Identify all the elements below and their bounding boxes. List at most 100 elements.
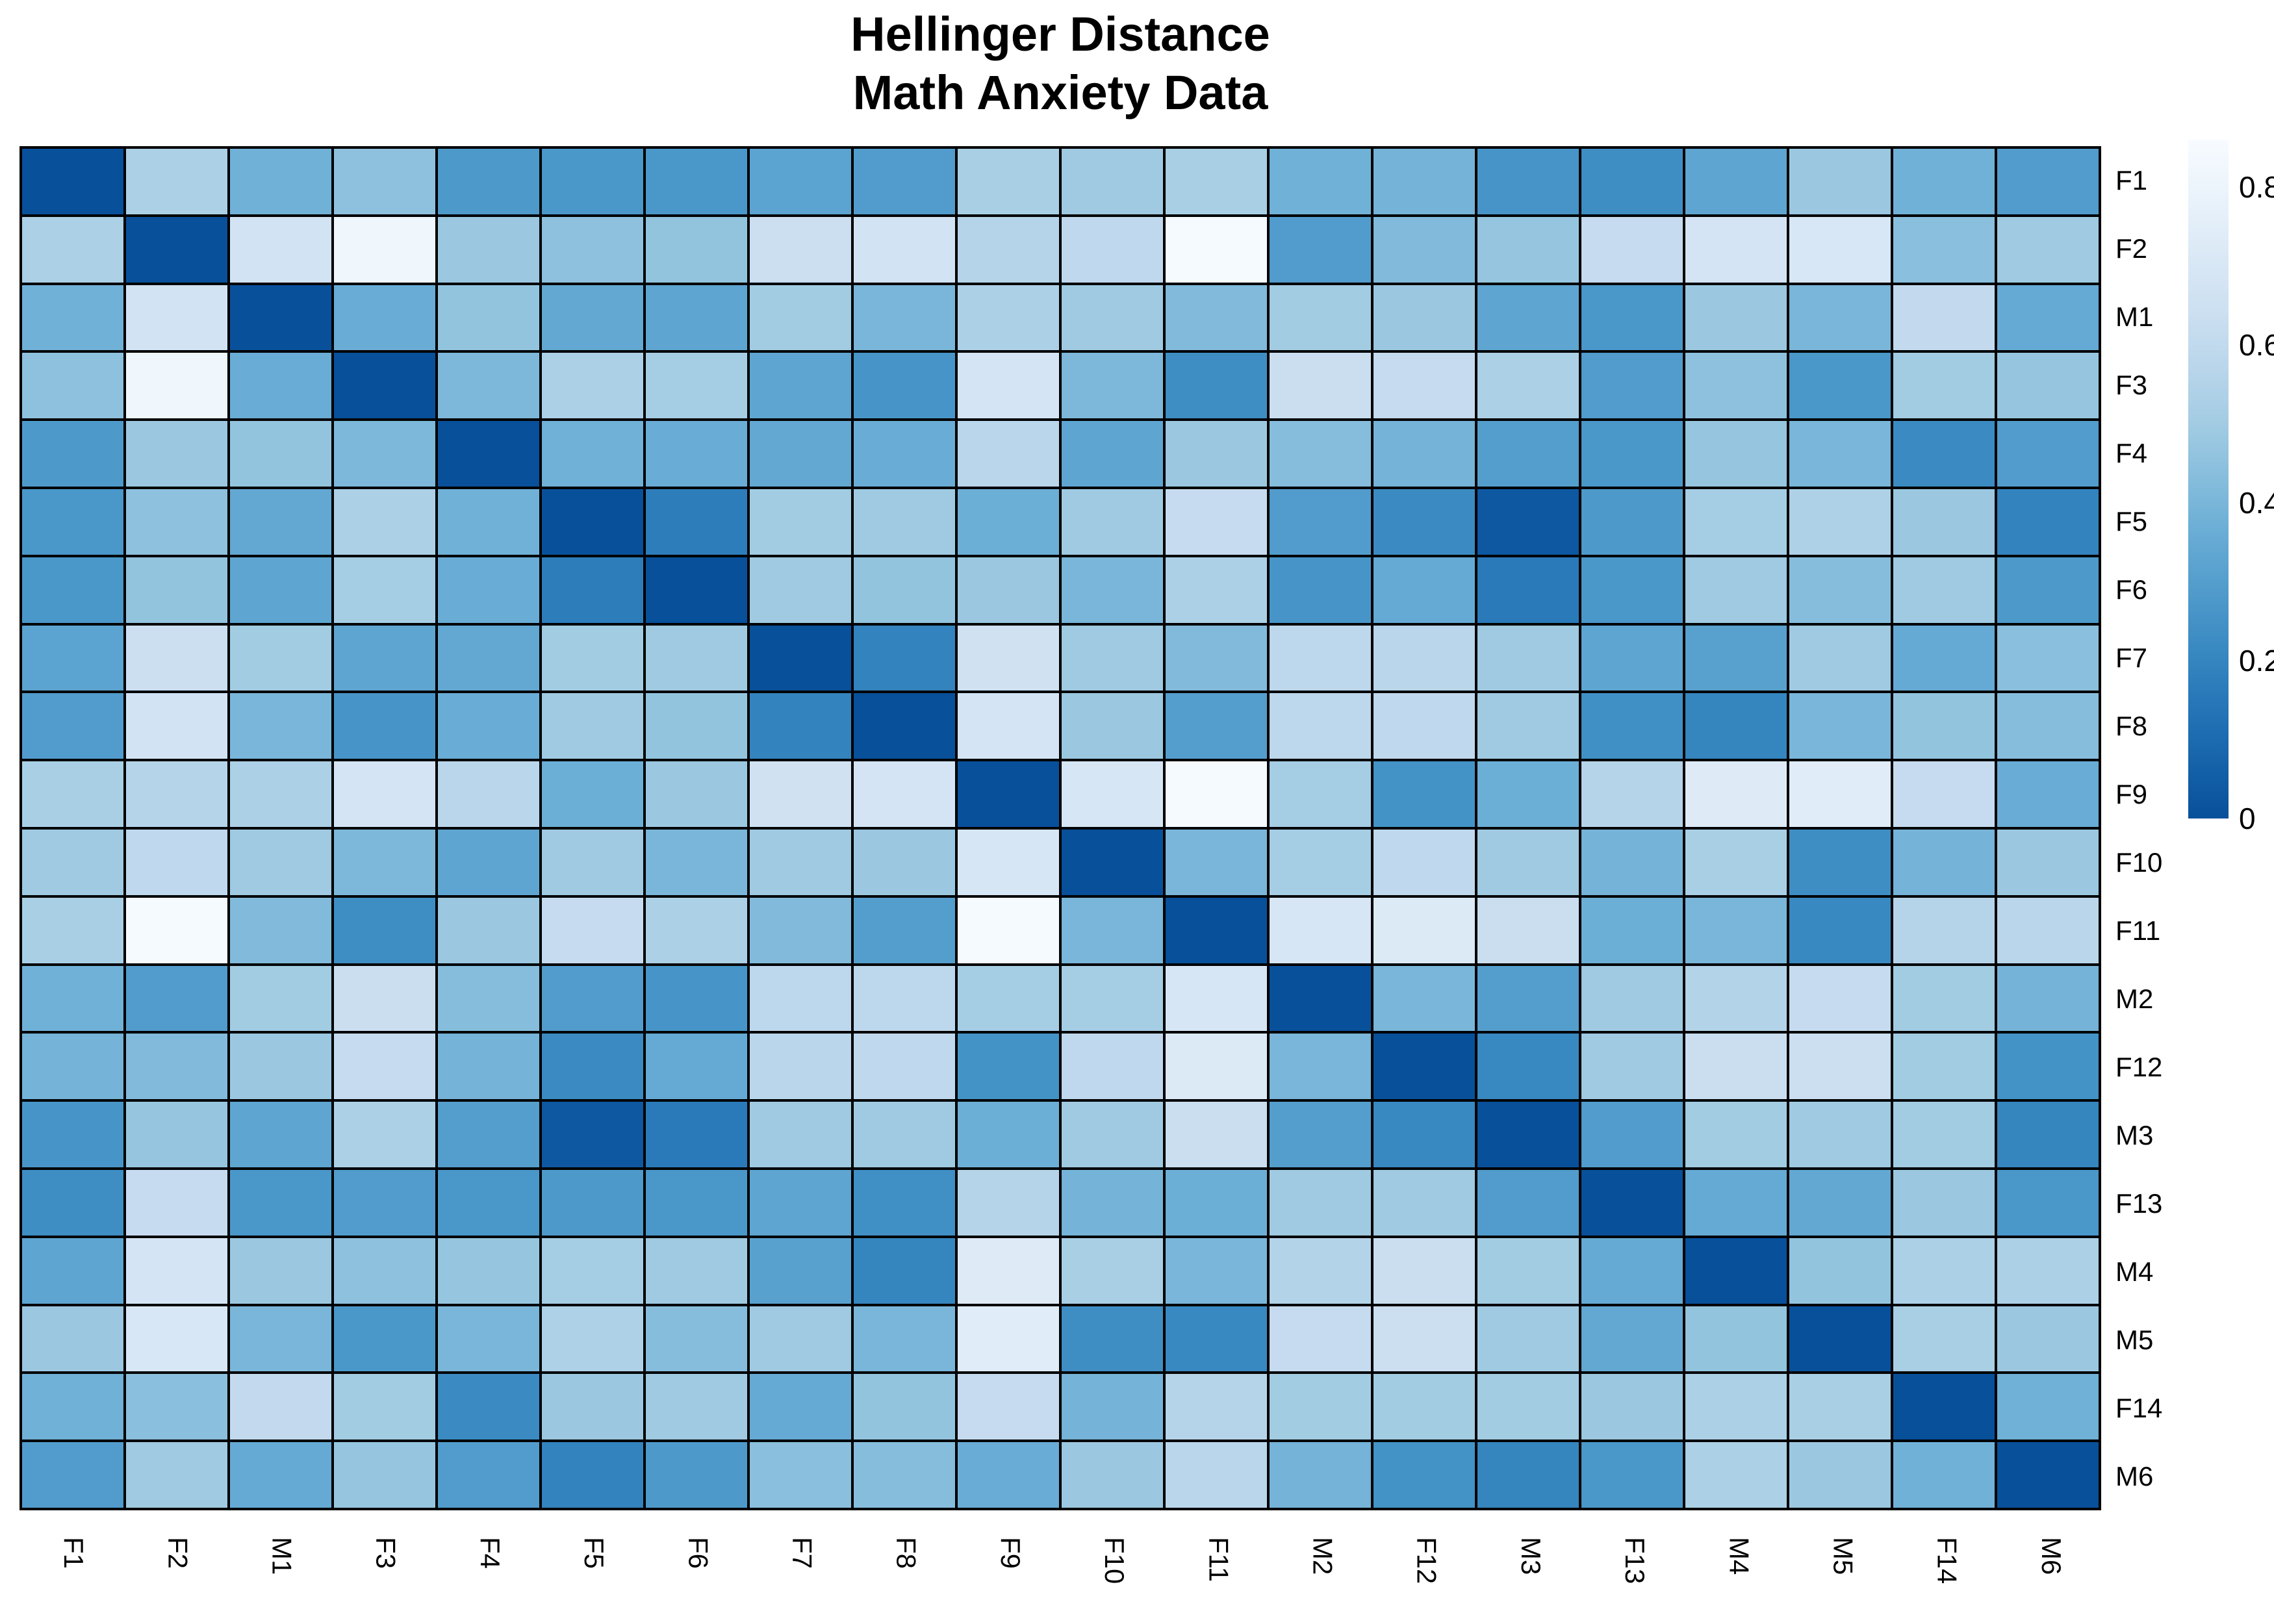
heatmap-cell — [1477, 1102, 1579, 1167]
heatmap-cell — [230, 1442, 331, 1508]
heatmap-cell — [230, 1102, 331, 1167]
row-label-f10: F10 — [2115, 846, 2163, 878]
col-label-f13: F13 — [1620, 1537, 1651, 1584]
heatmap-cell — [22, 421, 123, 487]
heatmap-cell — [22, 1170, 123, 1236]
heatmap-cell — [1685, 1102, 1787, 1167]
heatmap-cell — [1789, 216, 1891, 283]
heatmap-cell — [230, 557, 331, 623]
heatmap-cell — [958, 761, 1059, 827]
col-label-f5: F5 — [579, 1537, 610, 1569]
heatmap-cell — [1373, 557, 1475, 623]
heatmap-cell — [1893, 1102, 1995, 1167]
colorbar-tick-label-0.8: 0.8 — [2239, 170, 2274, 204]
col-label-f14: F14 — [1932, 1537, 1963, 1584]
heatmap-cell — [542, 1237, 643, 1304]
heatmap-cell — [750, 1442, 851, 1508]
heatmap-cell — [334, 489, 435, 555]
row-label-m6: M6 — [2115, 1460, 2154, 1491]
heatmap-cell — [1373, 149, 1475, 214]
heatmap-cell — [1997, 557, 2099, 623]
heatmap-cell — [1166, 897, 1267, 963]
heatmap-cell — [854, 1102, 955, 1167]
heatmap-cell — [1477, 421, 1579, 487]
heatmap-cell — [1581, 1442, 1683, 1508]
heatmap-cell — [1270, 1374, 1371, 1440]
heatmap-cell — [1062, 1306, 1163, 1372]
heatmap-cell — [334, 421, 435, 487]
heatmap-cell — [438, 625, 539, 691]
heatmap-cell — [22, 557, 123, 623]
heatmap-cell — [1893, 421, 1995, 487]
heatmap-cell — [1477, 489, 1579, 555]
heatmap-cell — [1997, 1170, 2099, 1236]
heatmap-cell — [1477, 557, 1579, 623]
heatmap-cell — [1685, 285, 1787, 351]
heatmap-cell — [1893, 1170, 1995, 1236]
heatmap-cell — [854, 216, 955, 283]
heatmap-cell — [1270, 489, 1371, 555]
heatmap-cell — [230, 149, 331, 214]
heatmap-cell — [1789, 1374, 1891, 1440]
heatmap-cell — [230, 1306, 331, 1372]
heatmap-cell — [750, 830, 851, 895]
heatmap-cell — [646, 1442, 747, 1508]
col-label-m6: M6 — [2036, 1537, 2067, 1575]
heatmap-cell — [1685, 1306, 1787, 1372]
heatmap-cell — [1270, 1102, 1371, 1167]
heatmap-cell — [854, 353, 955, 419]
heatmap-cell — [1997, 761, 2099, 827]
heatmap-cell — [1166, 557, 1267, 623]
heatmap-cell — [1477, 216, 1579, 283]
col-label-m4: M4 — [1724, 1537, 1755, 1575]
row-label-f3: F3 — [2115, 369, 2148, 400]
heatmap-cell — [1062, 1442, 1163, 1508]
heatmap-cell — [1270, 1442, 1371, 1508]
heatmap-cell — [1581, 489, 1683, 555]
heatmap-cell — [542, 965, 643, 1032]
heatmap-cell — [542, 830, 643, 895]
heatmap-cell — [750, 1306, 851, 1372]
heatmap-cell — [1373, 285, 1475, 351]
heatmap-cell — [1373, 830, 1475, 895]
row-label-m3: M3 — [2115, 1119, 2154, 1150]
heatmap-cell — [438, 965, 539, 1032]
heatmap-cell — [1270, 216, 1371, 283]
heatmap-cell — [542, 421, 643, 487]
heatmap-cell — [854, 421, 955, 487]
heatmap-cell — [750, 625, 851, 691]
heatmap-cell — [542, 1442, 643, 1508]
heatmap-cell — [1477, 1374, 1579, 1440]
heatmap-cell — [1477, 285, 1579, 351]
heatmap-cell — [646, 965, 747, 1032]
heatmap-cell — [1166, 285, 1267, 351]
heatmap-cell — [646, 149, 747, 214]
heatmap-cell — [1477, 965, 1579, 1032]
heatmap-cell — [1997, 1306, 2099, 1372]
heatmap-cell — [646, 285, 747, 351]
heatmap-cell — [646, 625, 747, 691]
heatmap-cell — [1373, 1442, 1475, 1508]
heatmap-cell — [1581, 1374, 1683, 1440]
heatmap-cell — [334, 897, 435, 963]
heatmap-cell — [542, 761, 643, 827]
heatmap-cell — [854, 693, 955, 759]
heatmap-cell — [1270, 830, 1371, 895]
heatmap-cell — [1166, 830, 1267, 895]
heatmap-cell — [438, 1170, 539, 1236]
heatmap-cell — [1477, 1306, 1579, 1372]
heatmap-cell — [646, 761, 747, 827]
heatmap-cell — [1685, 1237, 1787, 1304]
heatmap-cell — [438, 149, 539, 214]
heatmap-cell — [1062, 557, 1163, 623]
heatmap-cell — [542, 353, 643, 419]
heatmap-cell — [1062, 761, 1163, 827]
heatmap-cell — [1166, 1170, 1267, 1236]
heatmap-cell — [126, 1102, 227, 1167]
heatmap-cell — [958, 625, 1059, 691]
heatmap-cell — [1062, 965, 1163, 1032]
heatmap-cell — [230, 216, 331, 283]
heatmap-cell — [22, 149, 123, 214]
heatmap-cell — [958, 285, 1059, 351]
